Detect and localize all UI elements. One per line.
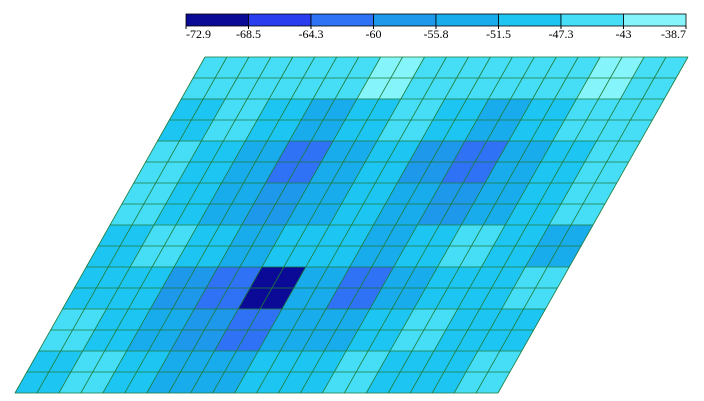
legend-swatch xyxy=(623,13,687,27)
legend: -72.9 -68.5 -64.3 -60 -55.8 -51.5 -47.3 -43 -38.… xyxy=(185,13,687,41)
mesh xyxy=(14,56,689,394)
legend-swatch xyxy=(498,13,562,27)
legend-swatch xyxy=(435,13,499,27)
legend-tick-label: -51.5 xyxy=(486,27,511,41)
legend-tick-label: -60 xyxy=(366,27,382,41)
legend-swatch xyxy=(310,13,374,27)
legend-tick-label: -55.8 xyxy=(424,27,449,41)
legend-swatch xyxy=(185,13,249,27)
legend-tick-label: -47.3 xyxy=(549,27,574,41)
legend-tick-label: -64.3 xyxy=(299,27,324,41)
legend-tick-label: -38.7 xyxy=(661,27,686,41)
legend-swatch xyxy=(373,13,437,27)
legend-tick-label: -68.5 xyxy=(236,27,261,41)
legend-tick-label: -72.9 xyxy=(186,27,211,41)
legend-tick-label: -43 xyxy=(616,27,632,41)
legend-swatch xyxy=(248,13,312,27)
legend-swatch xyxy=(560,13,624,27)
